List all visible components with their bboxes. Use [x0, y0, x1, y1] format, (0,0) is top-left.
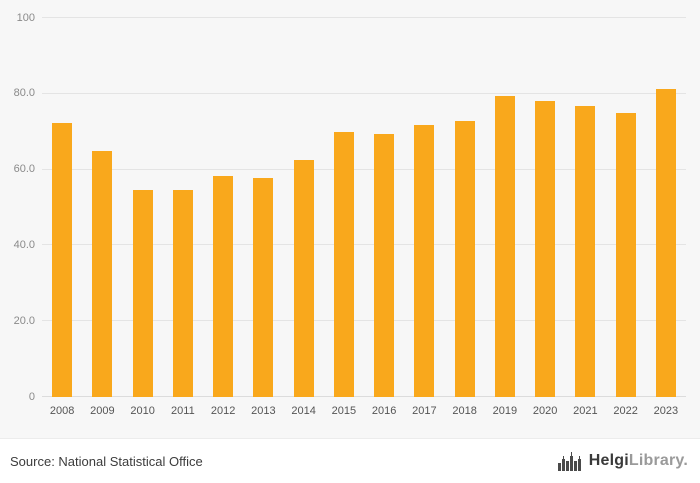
bar-2013: [253, 178, 274, 397]
x-axis-tick-label: 2013: [251, 405, 276, 417]
x-axis-tick-label: 2022: [613, 405, 638, 417]
x-axis-tick-label: 2008: [49, 405, 75, 417]
bar-slot: 2019: [485, 18, 525, 417]
x-axis-tick-label: 2011: [171, 405, 195, 417]
bar-2021: [575, 105, 596, 397]
logo-text-library: Library.: [628, 452, 688, 469]
bar-slot: 2010: [123, 18, 163, 417]
plot-area: 0 20.0 40.0 60.0 80.0 100 2008 2009 2010 2011 201…: [14, 12, 686, 417]
bar-2017: [414, 125, 435, 397]
x-axis-tick-label: 2021: [573, 405, 598, 417]
bar-slot: 2023: [646, 18, 686, 417]
gridline: 80.0: [14, 87, 686, 99]
y-axis-tick-label: 40.0: [13, 238, 35, 251]
helgi-library-logo[interactable]: HelgiLibrary.: [557, 451, 688, 471]
bar-slot: 2022: [606, 18, 646, 417]
x-axis-tick-label: 2019: [492, 405, 518, 417]
y-axis-tick-label: 60.0: [13, 163, 35, 176]
x-axis-tick-label: 2020: [532, 405, 558, 417]
bar-2016: [374, 134, 395, 397]
bar-slot: 2013: [243, 18, 283, 417]
gridline: 60.0: [14, 163, 686, 175]
bar-slot: 2009: [82, 18, 122, 417]
y-axis-tick-label: 0: [28, 390, 35, 403]
x-axis-tick-label: 2017: [412, 405, 437, 417]
bar-2015: [333, 132, 354, 397]
bar-2012: [213, 176, 234, 397]
bar-2018: [454, 120, 475, 397]
bar-2019: [494, 96, 515, 397]
bar-series: 2008 2009 2010 2011 2012 2013 2014 2015 2016 2017…: [42, 18, 686, 417]
x-axis-tick-label: 2010: [130, 405, 155, 417]
bar-2020: [535, 101, 556, 397]
x-axis-tick-label: 2018: [452, 405, 477, 417]
bar-2022: [615, 112, 636, 397]
castle-icon: [557, 452, 581, 471]
bar-2014: [293, 160, 314, 397]
bar-slot: 2016: [364, 18, 404, 417]
x-axis-tick-label: 2015: [331, 405, 357, 417]
bar-chart: 0 20.0 40.0 60.0 80.0 100 2008 2009 2010 2011 201…: [13, 11, 686, 417]
logo-text: HelgiLibrary.: [589, 452, 688, 470]
x-axis-tick-label: 2009: [90, 405, 115, 417]
bar-slot: 2011: [163, 18, 203, 417]
y-axis-tick-label: 100: [16, 11, 35, 24]
source-text: Source: National Statistical Office: [10, 453, 203, 469]
x-axis-tick-label: 2016: [371, 405, 397, 417]
bar-2010: [132, 190, 153, 397]
logo-text-helgi: Helgi: [588, 452, 629, 469]
bar-2023: [655, 89, 676, 397]
gridline: 0: [29, 391, 686, 403]
gridline: 100: [17, 12, 686, 24]
bar-slot: 2015: [324, 18, 364, 417]
gridline: 20.0: [14, 315, 686, 327]
y-axis-tick-label: 20.0: [13, 314, 35, 327]
bar-2009: [92, 151, 113, 397]
x-axis-tick-label: 2014: [291, 405, 316, 417]
bar-slot: 2014: [284, 18, 324, 417]
bar-2008: [52, 122, 73, 397]
x-axis-tick-label: 2023: [653, 405, 679, 417]
bar-2011: [172, 190, 193, 397]
bar-slot: 2017: [404, 18, 444, 417]
bar-slot: 2012: [203, 18, 243, 417]
x-axis-tick-label: 2012: [210, 405, 236, 417]
gridline: 40.0: [14, 239, 686, 251]
bar-slot: 2021: [565, 18, 605, 417]
bar-slot: 2020: [525, 18, 565, 417]
footer: Source: National Statistical Office Helg…: [0, 438, 700, 483]
bar-slot: 2008: [42, 18, 82, 417]
bar-slot: 2018: [445, 18, 485, 417]
y-axis-tick-label: 80.0: [13, 87, 35, 100]
